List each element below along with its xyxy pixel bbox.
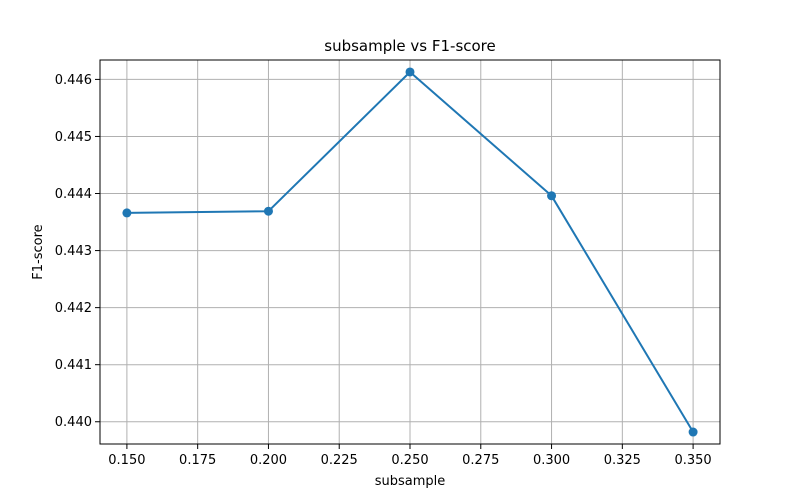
y-axis-label: F1-score: [31, 224, 46, 279]
series-layer: [122, 67, 698, 437]
x-tick-label: 0.225: [321, 453, 358, 468]
y-tick-label: 0.442: [55, 301, 92, 316]
chart-title: subsample vs F1-score: [324, 37, 496, 55]
x-tick-label: 0.250: [391, 453, 428, 468]
y-tick-label: 0.440: [55, 415, 92, 430]
y-tick-label: 0.443: [55, 244, 92, 259]
x-tick-label: 0.350: [674, 453, 711, 468]
x-tick-label: 0.150: [108, 453, 145, 468]
data-point: [122, 208, 132, 218]
grid-lines: [100, 60, 720, 444]
y-tick-label: 0.444: [55, 187, 92, 202]
x-tick-label: 0.325: [604, 453, 641, 468]
y-tick-label: 0.441: [55, 358, 92, 373]
x-tick-label: 0.300: [533, 453, 570, 468]
x-tick-label: 0.175: [179, 453, 216, 468]
y-tick-label: 0.445: [55, 130, 92, 145]
x-tick-label: 0.200: [250, 453, 287, 468]
data-point: [547, 191, 557, 201]
x-tick-label: 0.275: [462, 453, 499, 468]
data-point: [263, 206, 273, 216]
x-axis-label: subsample: [375, 474, 446, 489]
y-tick-label: 0.446: [55, 73, 92, 88]
ticks: 0.150 0.175 0.200 0.225 0.250 0.275 0.300 0.325…: [55, 73, 712, 468]
data-point: [688, 427, 698, 437]
data-point: [405, 67, 415, 77]
